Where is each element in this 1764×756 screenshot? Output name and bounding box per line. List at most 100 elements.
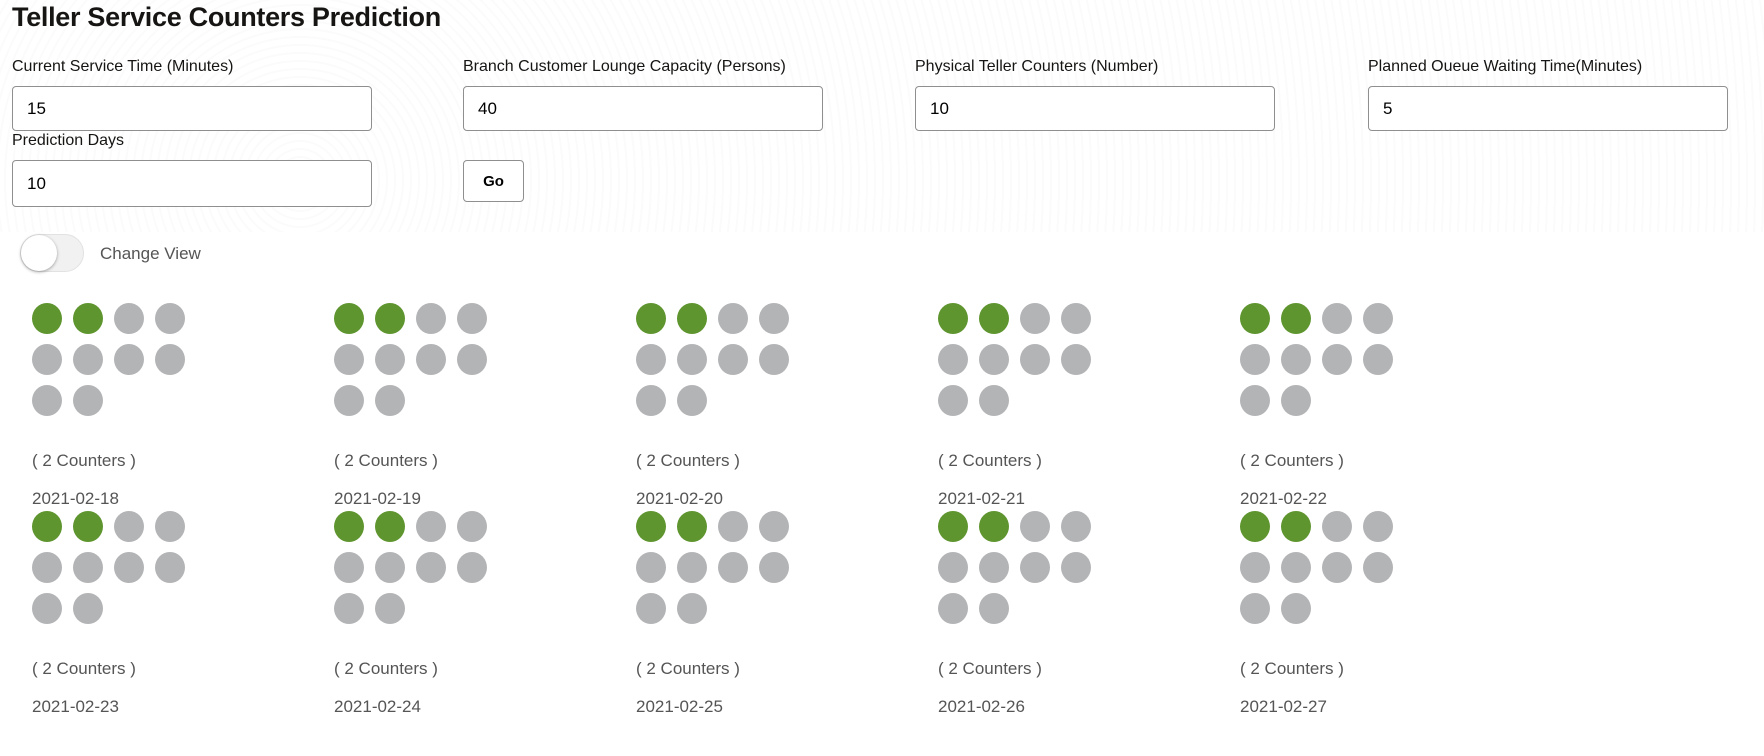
active-counter-dot xyxy=(979,303,1009,334)
service-time-label: Current Service Time (Minutes) xyxy=(12,58,234,75)
prediction-days-label: Prediction Days xyxy=(12,132,125,149)
inactive-counter-dot xyxy=(32,385,62,416)
active-counter-dot xyxy=(677,303,707,334)
prediction-card: ( 2 Counters ) 2021-02-24 xyxy=(334,511,594,716)
inactive-counter-dot xyxy=(457,552,487,583)
counters-count: ( 2 Counters ) xyxy=(334,659,438,678)
inactive-counter-dot xyxy=(979,593,1009,624)
active-counter-dot xyxy=(32,303,62,334)
prediction-date: 2021-02-20 xyxy=(636,489,723,508)
inactive-counter-dot xyxy=(73,385,103,416)
toggle-knob xyxy=(21,235,57,271)
inactive-counter-dot xyxy=(375,385,405,416)
inactive-counter-dot xyxy=(677,552,707,583)
inactive-counter-dot xyxy=(718,552,748,583)
inactive-counter-dot xyxy=(979,385,1009,416)
go-button[interactable]: Go xyxy=(463,160,524,202)
prediction-card: ( 2 Counters ) 2021-02-19 xyxy=(334,303,594,508)
inactive-counter-dot xyxy=(416,303,446,334)
counters-count: ( 2 Counters ) xyxy=(636,659,740,678)
inactive-counter-dot xyxy=(1020,344,1050,375)
active-counter-dot xyxy=(677,511,707,542)
inactive-counter-dot xyxy=(1240,344,1270,375)
lounge-capacity-label: Branch Customer Lounge Capacity (Persons… xyxy=(463,58,786,75)
active-counter-dot xyxy=(375,303,405,334)
inactive-counter-dot xyxy=(1281,344,1311,375)
prediction-card: ( 2 Counters ) 2021-02-18 xyxy=(32,303,292,508)
active-counter-dot xyxy=(979,511,1009,542)
prediction-date: 2021-02-19 xyxy=(334,489,421,508)
prediction-card: ( 2 Counters ) 2021-02-22 xyxy=(1240,303,1500,508)
inactive-counter-dot xyxy=(1240,593,1270,624)
inactive-counter-dot xyxy=(759,303,789,334)
active-counter-dot xyxy=(938,511,968,542)
prediction-card: ( 2 Counters ) 2021-02-21 xyxy=(938,303,1198,508)
inactive-counter-dot xyxy=(1061,511,1091,542)
prediction-date: 2021-02-22 xyxy=(1240,489,1327,508)
inactive-counter-dot xyxy=(155,511,185,542)
inactive-counter-dot xyxy=(32,593,62,624)
prediction-date: 2021-02-27 xyxy=(1240,697,1327,716)
service-time-input[interactable] xyxy=(12,86,372,131)
inactive-counter-dot xyxy=(718,511,748,542)
inactive-counter-dot xyxy=(1281,385,1311,416)
inactive-counter-dot xyxy=(114,303,144,334)
inactive-counter-dot xyxy=(416,552,446,583)
inactive-counter-dot xyxy=(73,344,103,375)
change-view-label: Change View xyxy=(100,244,201,263)
inactive-counter-dot xyxy=(457,511,487,542)
inactive-counter-dot xyxy=(1322,344,1352,375)
counters-count: ( 2 Counters ) xyxy=(32,659,136,678)
prediction-card: ( 2 Counters ) 2021-02-23 xyxy=(32,511,292,716)
prediction-card: ( 2 Counters ) 2021-02-27 xyxy=(1240,511,1500,716)
counters-count: ( 2 Counters ) xyxy=(636,451,740,470)
inactive-counter-dot xyxy=(636,385,666,416)
inactive-counter-dot xyxy=(1363,511,1393,542)
inactive-counter-dot xyxy=(636,593,666,624)
inactive-counter-dot xyxy=(155,303,185,334)
active-counter-dot xyxy=(375,511,405,542)
prediction-date: 2021-02-25 xyxy=(636,697,723,716)
prediction-date: 2021-02-21 xyxy=(938,489,1025,508)
prediction-card: ( 2 Counters ) 2021-02-26 xyxy=(938,511,1198,716)
inactive-counter-dot xyxy=(759,552,789,583)
inactive-counter-dot xyxy=(677,593,707,624)
counters-count: ( 2 Counters ) xyxy=(1240,659,1344,678)
inactive-counter-dot xyxy=(334,344,364,375)
active-counter-dot xyxy=(1240,511,1270,542)
lounge-capacity-input[interactable] xyxy=(463,86,823,131)
teller-counters-label: Physical Teller Counters (Number) xyxy=(915,58,1159,75)
change-view-toggle[interactable] xyxy=(20,234,84,272)
inactive-counter-dot xyxy=(114,511,144,542)
inactive-counter-dot xyxy=(677,385,707,416)
inactive-counter-dot xyxy=(73,593,103,624)
inactive-counter-dot xyxy=(636,344,666,375)
active-counter-dot xyxy=(1281,303,1311,334)
queue-waiting-label: Planned Oueue Waiting Time(Minutes) xyxy=(1368,58,1643,75)
inactive-counter-dot xyxy=(334,385,364,416)
prediction-card: ( 2 Counters ) 2021-02-20 xyxy=(636,303,896,508)
inactive-counter-dot xyxy=(759,344,789,375)
inactive-counter-dot xyxy=(1363,552,1393,583)
active-counter-dot xyxy=(938,303,968,334)
inactive-counter-dot xyxy=(457,303,487,334)
prediction-card: ( 2 Counters ) 2021-02-25 xyxy=(636,511,896,716)
inactive-counter-dot xyxy=(636,552,666,583)
prediction-days-input[interactable] xyxy=(12,160,372,207)
inactive-counter-dot xyxy=(32,344,62,375)
inactive-counter-dot xyxy=(1061,344,1091,375)
inactive-counter-dot xyxy=(1240,552,1270,583)
teller-counters-input[interactable] xyxy=(915,86,1275,131)
active-counter-dot xyxy=(32,511,62,542)
active-counter-dot xyxy=(334,511,364,542)
queue-waiting-input[interactable] xyxy=(1368,86,1728,131)
inactive-counter-dot xyxy=(1061,303,1091,334)
active-counter-dot xyxy=(73,511,103,542)
counters-count: ( 2 Counters ) xyxy=(938,659,1042,678)
inactive-counter-dot xyxy=(416,344,446,375)
inactive-counter-dot xyxy=(155,552,185,583)
inactive-counter-dot xyxy=(1322,303,1352,334)
inactive-counter-dot xyxy=(32,552,62,583)
counters-count: ( 2 Counters ) xyxy=(32,451,136,470)
inactive-counter-dot xyxy=(375,344,405,375)
